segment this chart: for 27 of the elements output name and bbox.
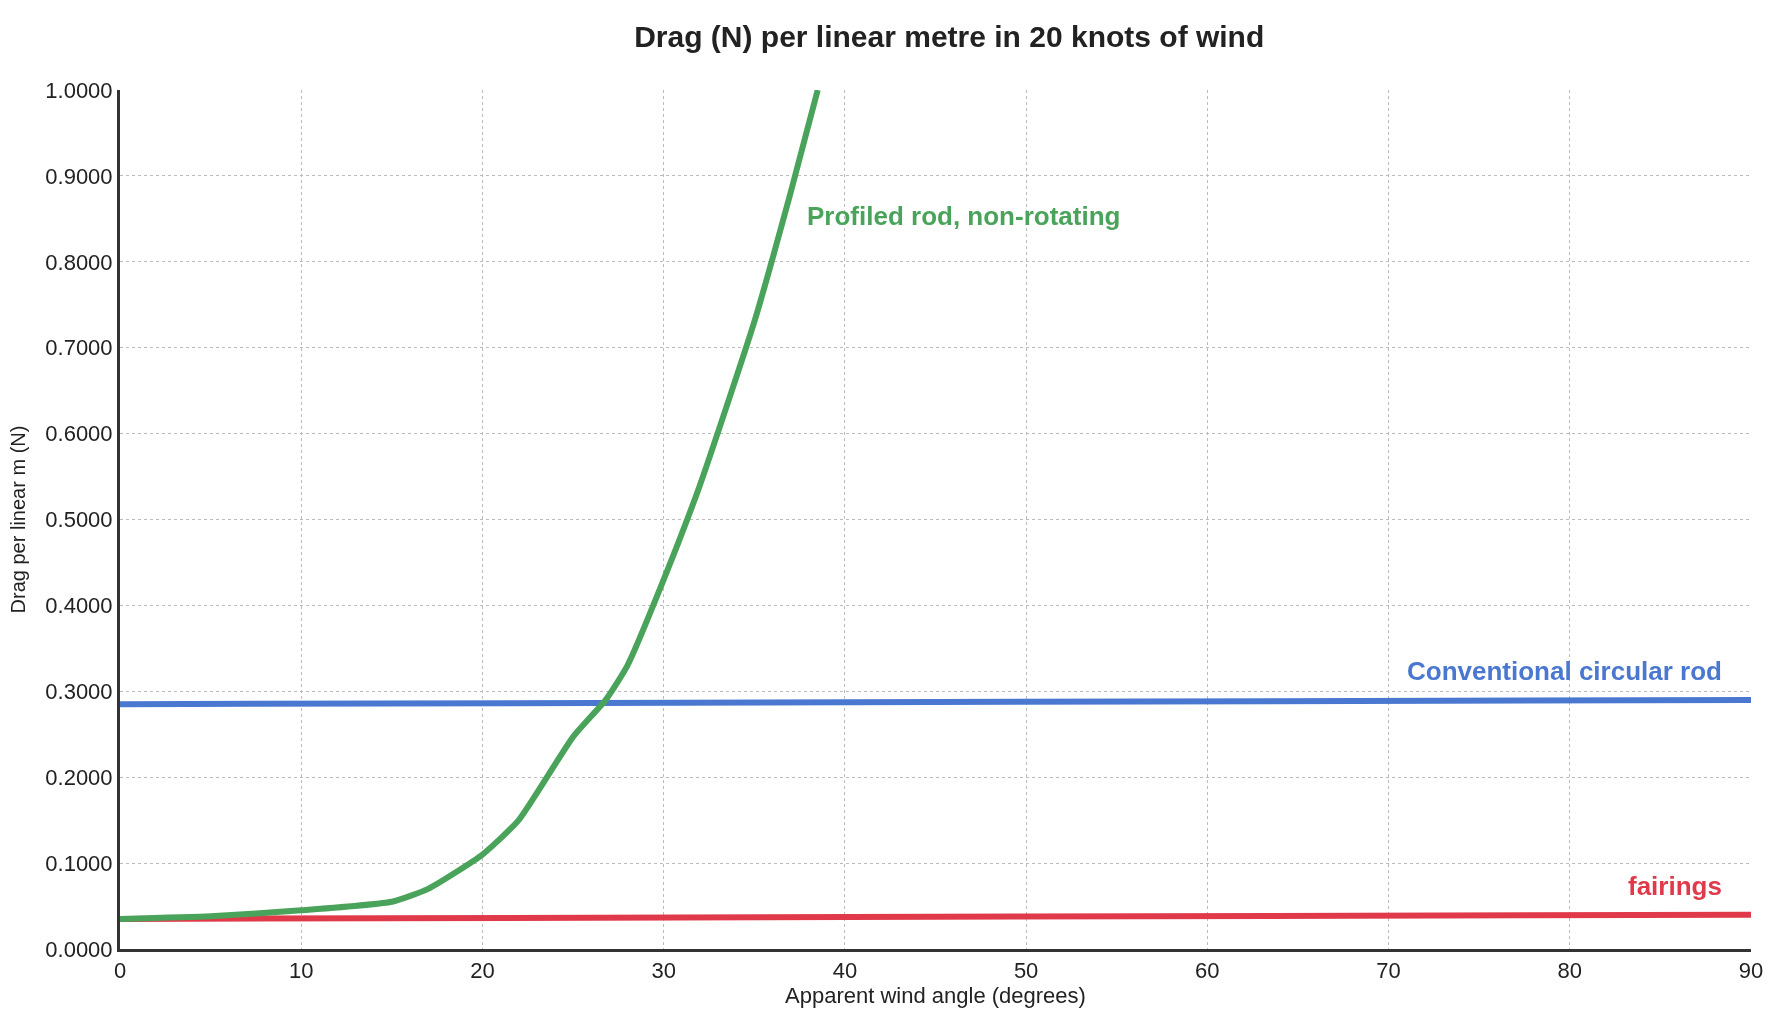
y-tick-label: 1.0000	[45, 77, 113, 103]
y-tick-label: 0.3000	[45, 679, 113, 704]
x-tick-label: 60	[1195, 958, 1220, 984]
y-tick-label: 0.9000	[45, 163, 113, 189]
series-label: Profiled rod, non-rotating	[807, 201, 1121, 231]
x-axis-title: Apparent wind angle (degrees)	[785, 983, 1086, 1009]
y-tick-label: 0.5000	[45, 507, 113, 533]
series-label: fairings	[1628, 871, 1722, 901]
x-tick-label: 10	[288, 958, 314, 984]
x-tick-label: 90	[1738, 958, 1764, 984]
y-tick-label: 0.1000	[45, 850, 113, 876]
series-label: Conventional circular rod	[1407, 656, 1722, 686]
x-tick-label: 80	[1557, 958, 1583, 984]
y-tick-label: 0.2000	[45, 764, 113, 790]
y-tick-label: 0.7000	[45, 335, 113, 361]
x-tick-label: 70	[1376, 958, 1401, 984]
x-tick-label: 50	[1013, 958, 1039, 984]
y-tick-label: 0.8000	[45, 249, 113, 275]
y-tick-label: 0.0000	[45, 936, 113, 962]
x-tick-label: 20	[470, 958, 495, 984]
y-axis-title: Drag per linear m (N)	[6, 425, 29, 614]
x-tick-label: 30	[651, 958, 676, 984]
chart-title: Drag (N) per linear metre in 20 knots of wind	[634, 19, 1265, 53]
y-tick-label: 0.4000	[45, 593, 113, 619]
x-tick-label: 0	[113, 958, 127, 984]
y-tick-label: 0.6000	[45, 421, 113, 447]
x-tick-label: 40	[832, 958, 858, 984]
